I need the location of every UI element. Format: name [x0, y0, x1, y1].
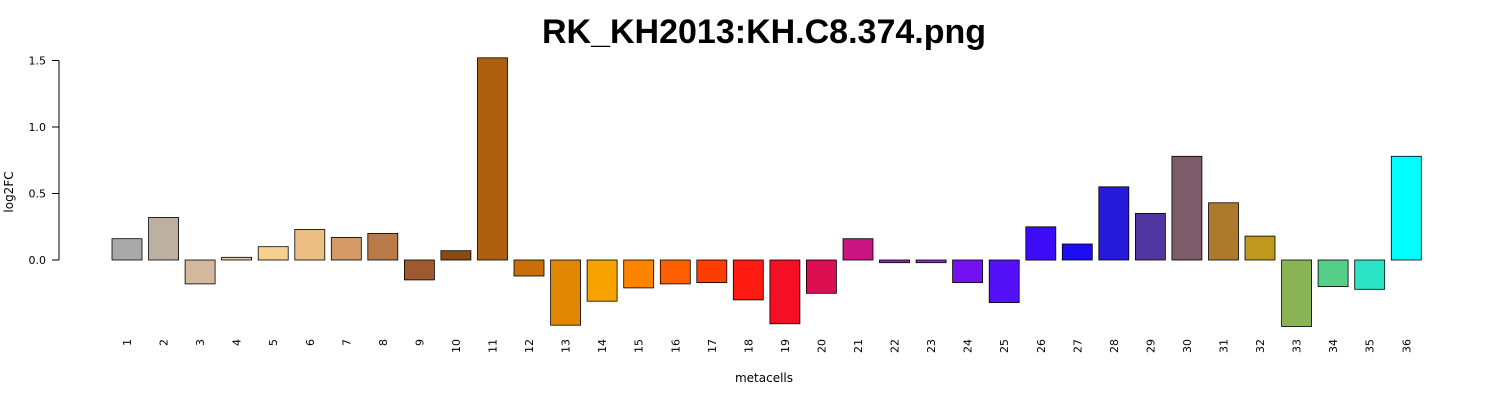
x-tick-label-22: 22: [889, 339, 902, 353]
chart-title: RK_KH2013:KH.C8.374.png: [542, 13, 986, 51]
bar-24: [952, 259, 983, 284]
bar-32: [1244, 235, 1276, 261]
x-tick-label-28: 28: [1108, 339, 1121, 353]
x-tick-label-19: 19: [779, 339, 792, 353]
x-tick-label-16: 16: [669, 339, 682, 353]
x-axis-label: metacells: [735, 371, 793, 385]
y-tick-label: 1.5: [29, 55, 47, 68]
x-tick-label-34: 34: [1327, 339, 1340, 353]
x-tick-label-13: 13: [560, 339, 573, 353]
bar-7: [330, 236, 362, 261]
y-tick-label: 0.0: [29, 254, 47, 267]
x-tick-label-29: 29: [1144, 339, 1157, 353]
bar-27: [1061, 243, 1093, 261]
bar-16: [659, 259, 691, 285]
x-tick-label-23: 23: [925, 339, 938, 353]
bar-4: [221, 256, 253, 261]
bar-11: [477, 57, 508, 261]
bar-36: [1390, 155, 1422, 261]
bar-3: [184, 259, 216, 285]
bar-28: [1098, 186, 1130, 261]
x-tick-label-12: 12: [523, 339, 536, 353]
x-tick-label-6: 6: [304, 339, 317, 346]
bar-33: [1281, 259, 1312, 327]
bar-18: [732, 259, 764, 301]
bar-13: [550, 259, 581, 326]
bar-8: [367, 232, 399, 261]
bar-19: [769, 259, 801, 325]
bar-17: [696, 259, 728, 284]
plot-area: 0.00.51.01.5 1 2 3 4 5 6 7 8 9 10 11 12 13 14 15 16 17 18…: [29, 55, 1422, 353]
bar-21: [842, 238, 874, 261]
bar-2: [148, 216, 180, 261]
x-tick-label-7: 7: [340, 339, 353, 346]
x-tick-label-5: 5: [267, 339, 280, 346]
bar-25: [988, 259, 1020, 303]
bar-15: [623, 259, 655, 289]
bar-22: [879, 259, 910, 264]
bar-9: [403, 259, 435, 281]
y-axis: 0.0 0.5 1.0 1.5: [29, 55, 60, 267]
x-tick-label-36: 36: [1400, 339, 1413, 353]
bars-group: [111, 57, 1422, 327]
x-tick-label-10: 10: [450, 339, 463, 353]
x-tick-label-25: 25: [998, 339, 1011, 353]
x-tick-label-35: 35: [1364, 339, 1377, 353]
x-tick-label-9: 9: [413, 339, 426, 346]
x-tick-label-15: 15: [633, 339, 646, 353]
x-tick-label-31: 31: [1218, 339, 1231, 353]
x-tick-label-8: 8: [377, 339, 390, 346]
bar-20: [806, 259, 837, 294]
x-tick-label-26: 26: [1035, 339, 1048, 353]
x-tick-label-24: 24: [962, 339, 975, 353]
bar-30: [1171, 155, 1203, 261]
y-tick-label: 1.0: [29, 121, 47, 134]
bar-1: [111, 238, 143, 261]
x-tick-label-14: 14: [596, 339, 609, 353]
bar-26: [1025, 226, 1057, 261]
y-tick-label: 0.5: [29, 188, 47, 201]
x-tick-label-17: 17: [706, 339, 719, 353]
x-tick-label-30: 30: [1181, 339, 1194, 353]
x-tick-label-4: 4: [231, 339, 244, 346]
x-tick-label-18: 18: [742, 339, 755, 353]
x-tick-label-2: 2: [158, 339, 171, 346]
x-tick-label-11: 11: [487, 339, 500, 353]
bar-6: [294, 228, 326, 261]
bar-31: [1208, 202, 1239, 261]
x-tick-label-1: 1: [121, 339, 134, 346]
bar-23: [915, 259, 947, 264]
x-tick-labels: 1 2 3 4 5 6 7 8 9 10 11 12 13 14 15 16 17 18 19 20 21 22 23 24 2…: [121, 339, 1413, 353]
bar-10: [440, 250, 472, 261]
y-axis-label: log2FC: [2, 171, 16, 212]
x-tick-label-32: 32: [1254, 339, 1267, 353]
bar-14: [586, 259, 618, 302]
bar-29: [1135, 212, 1166, 261]
x-tick-label-33: 33: [1291, 339, 1304, 353]
x-tick-label-27: 27: [1071, 339, 1084, 353]
x-tick-label-3: 3: [194, 339, 207, 346]
bar-34: [1317, 259, 1349, 288]
bar-35: [1354, 259, 1386, 290]
x-tick-label-20: 20: [815, 339, 828, 353]
bar-5: [257, 246, 289, 261]
x-tick-label-21: 21: [852, 339, 865, 353]
bar-12: [513, 259, 545, 277]
